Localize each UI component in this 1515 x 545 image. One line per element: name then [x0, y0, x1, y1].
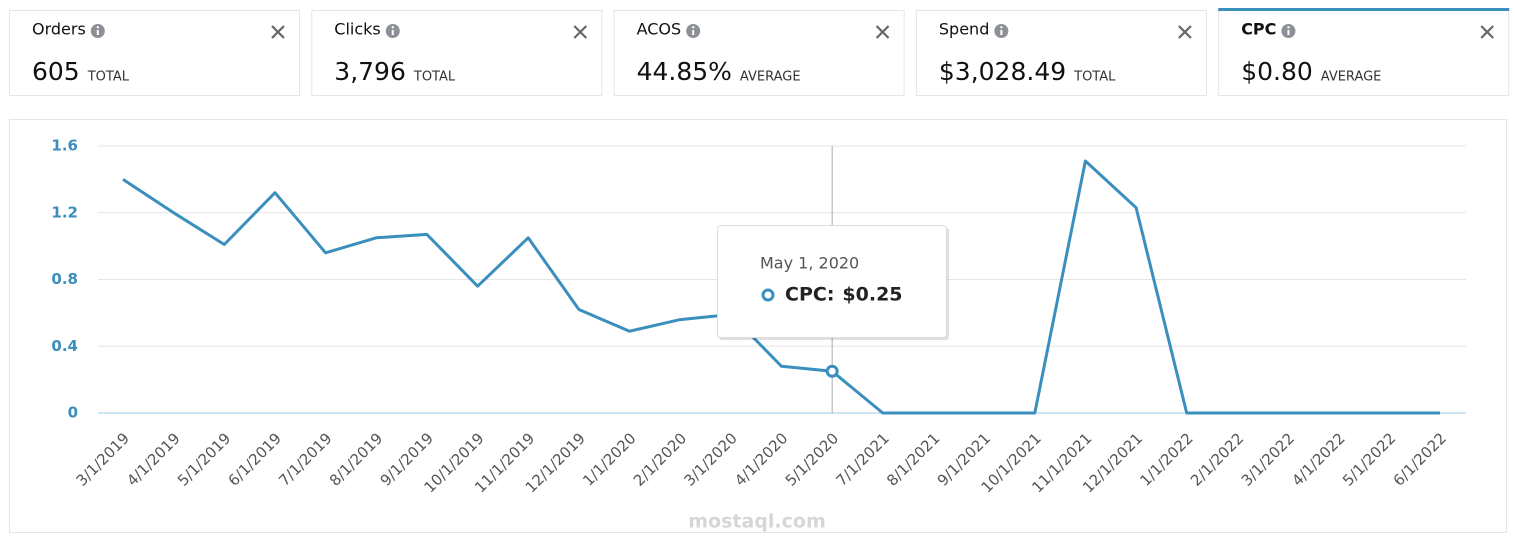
metric-card: Orders 605 TOTAL	[9, 10, 300, 96]
card-box	[1218, 10, 1510, 96]
card-title: Spend	[939, 20, 989, 39]
card-value: 3,796	[334, 57, 406, 86]
info-icon-dot	[391, 26, 394, 29]
close-stroke	[1480, 25, 1494, 39]
metric-card: Clicks 3,796 TOTAL	[311, 10, 603, 96]
card-unit: AVERAGE	[1321, 70, 1382, 85]
card-value: $3,028.49	[939, 57, 1066, 86]
y-tick-label: 0.8	[51, 270, 78, 288]
line-series	[122, 159, 1440, 415]
close-button[interactable]	[1480, 25, 1494, 39]
metric-card: ACOS 44.85% AVERAGE	[613, 10, 905, 96]
card-unit: TOTAL	[1073, 70, 1116, 85]
info-icon-dot	[691, 26, 695, 29]
close-button[interactable]	[875, 25, 890, 39]
card-selected-bar	[1218, 8, 1510, 11]
y-tick-label: 0.4	[51, 337, 78, 355]
y-tick-label: 1.2	[51, 203, 78, 221]
card-box	[915, 10, 1207, 96]
tooltip-date: May 1, 2020	[760, 254, 859, 273]
tooltip: May 1, 2020 CPC: $0.25	[717, 225, 949, 340]
card-title: Orders	[32, 20, 86, 39]
info-icon-stem	[391, 30, 394, 35]
info-icon-dot	[1287, 26, 1290, 29]
card-box	[9, 10, 300, 96]
card-unit: AVERAGE	[740, 70, 801, 85]
card-box	[613, 10, 905, 96]
hover-marker	[825, 364, 839, 378]
close-stroke	[573, 25, 588, 39]
info-icon-dot	[96, 26, 100, 29]
close-button[interactable]	[1178, 25, 1192, 39]
close-button[interactable]	[573, 25, 588, 39]
info-icon-stem	[1287, 30, 1290, 35]
y-tick-label: 1.6	[51, 137, 78, 155]
tooltip-label: CPC:	[785, 284, 834, 306]
card-title: ACOS	[637, 20, 682, 39]
tooltip-box	[717, 225, 947, 338]
metric-card: Spend $3,028.49 TOTAL	[915, 10, 1207, 96]
card-title: Clicks	[334, 20, 380, 39]
tooltip-marker	[761, 288, 775, 302]
card-value: 605	[32, 57, 80, 86]
card-value: 44.85%	[637, 57, 732, 86]
y-tick-label: 0	[68, 404, 78, 422]
info-icon-stem	[96, 30, 99, 35]
close-button[interactable]	[271, 25, 285, 39]
close-stroke	[1178, 25, 1192, 39]
info-icon-stem	[692, 30, 695, 35]
card-unit: TOTAL	[87, 70, 130, 85]
card-box	[311, 10, 603, 96]
card-value: $0.80	[1241, 57, 1313, 86]
card-unit: TOTAL	[413, 70, 456, 85]
metric-card: CPC $0.80 AVERAGE	[1218, 8, 1510, 96]
tooltip-value: $0.25	[842, 284, 902, 306]
info-icon-stem	[1000, 30, 1003, 35]
card-title: CPC	[1241, 20, 1276, 39]
info-icon-dot	[1000, 26, 1003, 29]
close-stroke	[271, 25, 285, 39]
watermark: mostaql.com	[688, 511, 826, 533]
close-stroke	[875, 25, 890, 39]
